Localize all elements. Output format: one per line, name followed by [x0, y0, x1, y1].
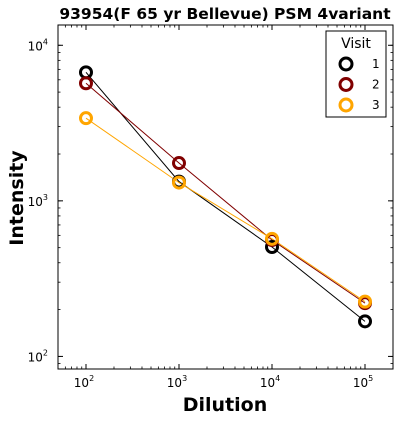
data-point-visit-3: [265, 231, 280, 246]
y-tick-base: 10: [28, 39, 43, 53]
data-point-visit-3: [358, 294, 373, 309]
x-tick-label: 104: [260, 374, 280, 390]
y-tick-exp: 3: [43, 193, 48, 202]
legend-marker-visit-2: [338, 77, 354, 92]
series-layer: [78, 65, 373, 329]
series-line-visit-3: [85, 117, 366, 303]
x-tick-base: 10: [353, 376, 368, 390]
x-axis: 102 103 104 105: [64, 25, 373, 390]
y-tick-label: 102: [28, 348, 48, 364]
legend-label-visit-2: 2: [372, 78, 380, 92]
legend-marker-visit-3: [338, 97, 354, 113]
legend-box: [325, 30, 387, 118]
data-point-visit-2: [171, 156, 186, 171]
y-tick-exp: 4: [43, 37, 48, 46]
legend-label-visit-3: 3: [372, 98, 380, 112]
x-tick-exp: 3: [182, 374, 187, 383]
x-tick-label: 102: [74, 374, 94, 390]
y-tick-base: 10: [28, 350, 43, 364]
data-point-visit-3: [171, 175, 186, 190]
x-tick-base: 10: [167, 376, 182, 390]
x-tick-exp: 4: [275, 374, 280, 383]
legend-marker-visit-1: [338, 56, 354, 72]
x-axis-label: Dilution: [183, 394, 268, 416]
data-point-visit-3: [78, 111, 93, 126]
y-axis-label: Intensity: [6, 150, 28, 246]
x-tick-base: 10: [74, 376, 89, 390]
x-tick-exp: 5: [368, 374, 373, 383]
legend-title: Visit: [341, 36, 371, 52]
x-tick-label: 103: [167, 374, 187, 390]
x-tick-base: 10: [260, 376, 275, 390]
y-tick-base: 10: [28, 195, 43, 209]
x-tick-exp: 2: [89, 374, 94, 383]
data-point-visit-1: [265, 240, 280, 255]
series-line-visit-2: [85, 82, 366, 304]
data-point-visit-1: [358, 314, 373, 329]
y-tick-exp: 2: [43, 348, 48, 357]
series-line-visit-1: [85, 72, 366, 322]
x-tick-label: 105: [353, 374, 373, 390]
chart-title: 93954(F 65 yr Bellevue) PSM 4variant: [59, 5, 391, 23]
legend-label-visit-1: 1: [372, 57, 380, 71]
y-tick-label: 104: [28, 37, 48, 53]
data-point-visit-2: [78, 76, 93, 91]
legend: Visit 1 2 3: [325, 30, 387, 118]
y-tick-label: 103: [28, 193, 48, 209]
